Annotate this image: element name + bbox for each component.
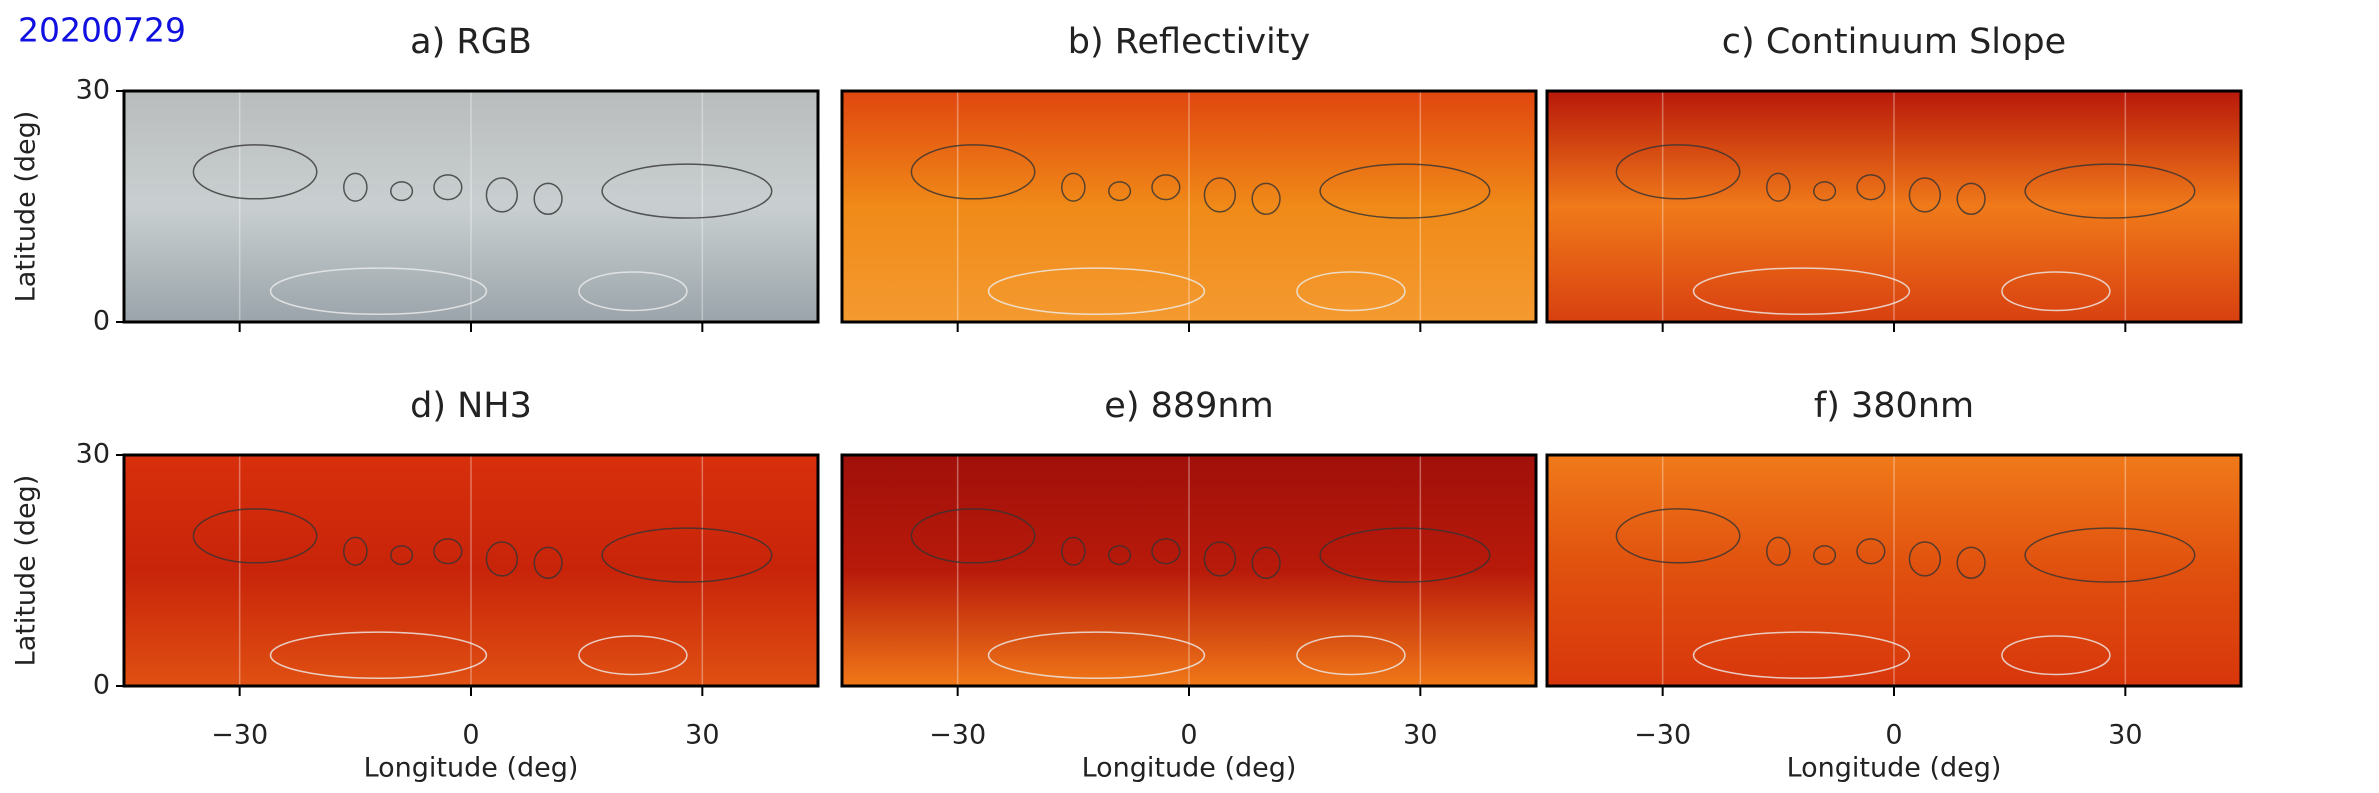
contour [1956, 546, 1986, 579]
contour [910, 508, 1036, 564]
y-tick-label: 30 [76, 75, 110, 106]
contour [1766, 172, 1791, 202]
contour [1615, 144, 1741, 200]
panel-frame [122, 89, 820, 324]
contour [578, 271, 688, 312]
y-axis-label: Latitude (deg) [11, 111, 42, 303]
contour [2001, 635, 2111, 676]
contour [533, 546, 563, 579]
panel-title: d) NH3 [410, 386, 532, 426]
y-axis-label: Latitude (deg) [11, 475, 42, 667]
x-tick-label: 0 [1180, 720, 1197, 751]
contour [1203, 177, 1237, 213]
contour [1296, 271, 1406, 312]
x-tick-label: 0 [1885, 720, 1902, 751]
contour [343, 172, 368, 202]
contour [433, 174, 463, 201]
x-tick-label: −30 [211, 720, 268, 751]
panel-title: c) Continuum Slope [1722, 22, 2066, 62]
contour [1856, 538, 1886, 565]
x-tick-label: 0 [462, 720, 479, 751]
contour [1108, 181, 1132, 202]
contour [2024, 163, 2196, 219]
x-tick-label: 30 [685, 720, 719, 751]
contour [601, 527, 773, 583]
contour [533, 182, 563, 215]
panel-frame [122, 453, 820, 688]
panel-frame [1545, 89, 2243, 324]
panel-frame [1545, 453, 2243, 688]
contour [192, 508, 318, 564]
contour [1692, 267, 1911, 316]
image-panel [1547, 455, 2241, 686]
x-tick-label: 30 [2108, 720, 2142, 751]
panel-title: b) Reflectivity [1068, 22, 1310, 62]
contour [1813, 545, 1837, 566]
image-panel [842, 455, 1536, 686]
contour [192, 144, 318, 200]
contour [1856, 174, 1886, 201]
contour [1692, 631, 1911, 680]
contour [2001, 271, 2111, 312]
x-tick-label: −30 [929, 720, 986, 751]
contour [2024, 527, 2196, 583]
x-axis-label: Longitude (deg) [1082, 753, 1297, 784]
panel-title: e) 889nm [1104, 386, 1273, 426]
date-label: 20200729 [18, 11, 186, 50]
contour [1151, 538, 1181, 565]
contour [1203, 541, 1237, 577]
contour [269, 631, 488, 680]
x-tick-label: 30 [1403, 720, 1437, 751]
image-panel [1547, 91, 2241, 322]
contour [1956, 182, 1986, 215]
contour [1296, 635, 1406, 676]
contour [1615, 508, 1741, 564]
image-panel [842, 91, 1536, 322]
contour [485, 541, 519, 577]
panel-title: a) RGB [410, 22, 532, 62]
contour [1108, 545, 1132, 566]
y-tick-label: 0 [93, 306, 110, 337]
contour [910, 144, 1036, 200]
contour [433, 538, 463, 565]
contour [1908, 541, 1942, 577]
contour [1319, 163, 1491, 219]
panel-title: f) 380nm [1814, 386, 1974, 426]
contour [1151, 174, 1181, 201]
contour [390, 181, 414, 202]
contour [485, 177, 519, 213]
contour [1251, 182, 1281, 215]
contour [601, 163, 773, 219]
panel-frame [840, 453, 1538, 688]
contour [1766, 536, 1791, 566]
y-tick-label: 30 [76, 439, 110, 470]
x-axis-label: Longitude (deg) [1787, 753, 2002, 784]
x-axis-label: Longitude (deg) [364, 753, 579, 784]
contour [1813, 181, 1837, 202]
contour [1061, 172, 1086, 202]
contour [1061, 536, 1086, 566]
contour [1251, 546, 1281, 579]
contour [343, 536, 368, 566]
x-tick-label: −30 [1634, 720, 1691, 751]
contour [987, 267, 1206, 316]
contour [1319, 527, 1491, 583]
y-tick-label: 0 [93, 670, 110, 701]
contour [987, 631, 1206, 680]
contour [269, 267, 488, 316]
contour [390, 545, 414, 566]
panel-frame [840, 89, 1538, 324]
image-panel [124, 91, 818, 322]
contour [1908, 177, 1942, 213]
contour [578, 635, 688, 676]
image-panel [124, 455, 818, 686]
